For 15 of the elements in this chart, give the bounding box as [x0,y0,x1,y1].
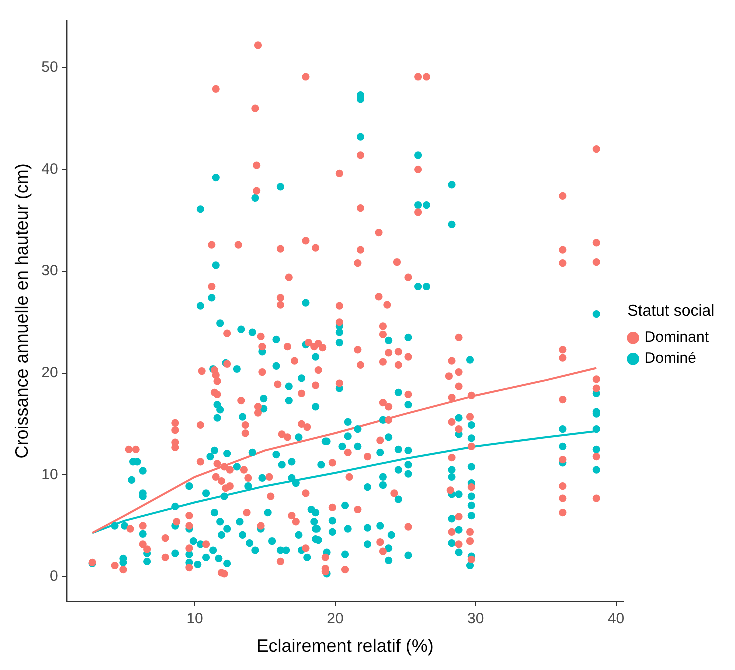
legend-label: Dominant [644,329,710,346]
y-tick-label: 0 [50,568,58,586]
y-tick-label: 40 [42,160,58,178]
y-axis-title: Croissance annuelle en hauteur (cm) [12,164,32,459]
legend-title: Statut social [628,302,715,320]
x-tick-label: 30 [468,610,484,628]
x-tick-label: 20 [327,610,344,628]
legend-label: Dominé [644,350,696,368]
y-tick-label: 50 [42,58,58,76]
y-tick-label: 20 [42,364,58,382]
y-tick-label: 10 [42,466,58,484]
x-axis-title: Eclairement relatif (%) [256,636,434,656]
y-tick-label: 30 [42,262,58,280]
x-tick-label: 10 [186,610,204,628]
x-tick-label: 40 [608,610,625,628]
